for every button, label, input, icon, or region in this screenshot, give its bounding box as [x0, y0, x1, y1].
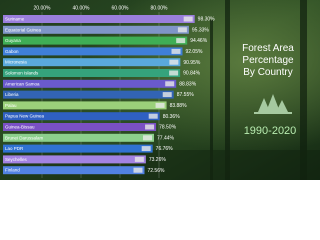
bar	[3, 144, 153, 153]
bar	[3, 123, 157, 131]
value-label: 72.56%	[147, 168, 165, 174]
bar	[3, 58, 181, 67]
x-tick-label: 40.00%	[73, 5, 91, 11]
flag	[143, 135, 153, 141]
flag	[176, 38, 186, 44]
category-label: Solomon Islands	[5, 70, 39, 75]
bar	[3, 166, 145, 175]
value-label: 95.33%	[192, 27, 210, 33]
flag	[165, 81, 175, 87]
bar	[3, 79, 177, 88]
value-label: 87.55%	[177, 92, 195, 98]
flag	[183, 16, 193, 22]
category-label: American Samoa	[5, 81, 40, 86]
x-tick-label: 60.00%	[112, 5, 130, 11]
category-label: Palau	[5, 103, 17, 108]
flag	[134, 156, 144, 162]
bar	[3, 69, 181, 77]
flag	[155, 102, 165, 108]
bar	[3, 25, 189, 34]
category-label: Seychelles	[5, 157, 28, 162]
flag	[133, 167, 143, 173]
flag	[145, 124, 155, 130]
category-label: Equatorial Guinea	[5, 27, 42, 32]
tree-silhouettes	[0, 0, 320, 180]
bar	[3, 133, 155, 142]
chart-title: Forest Area Percentage By Country	[242, 43, 294, 78]
category-label: Micronesia	[5, 60, 27, 65]
flag	[141, 146, 151, 152]
value-label: 76.76%	[156, 146, 174, 152]
bar	[3, 112, 160, 121]
flag	[171, 48, 181, 54]
flag	[148, 113, 158, 119]
category-label: Guinea-Bissau	[5, 124, 35, 129]
category-label: Lao PDR	[5, 146, 24, 151]
value-label: 94.46%	[190, 38, 208, 44]
subtitle: 1990-2020	[244, 125, 297, 137]
bar	[3, 15, 195, 23]
bar	[3, 47, 183, 56]
value-label: 92.05%	[185, 49, 203, 55]
bar	[3, 36, 188, 45]
value-label: 80.36%	[163, 114, 181, 120]
value-label: 90.95%	[183, 60, 201, 66]
value-label: 88.83%	[179, 81, 197, 87]
value-label: 78.50%	[159, 125, 177, 131]
value-label: 73.26%	[149, 157, 167, 163]
x-tick-label: 20.00%	[34, 5, 52, 11]
value-label: 83.88%	[170, 103, 188, 109]
category-label: Liberia	[5, 92, 19, 97]
chart: Forest Area Percentage By Country 1990-202…	[0, 0, 320, 180]
value-label: 98.30%	[198, 17, 216, 23]
category-label: Papua New Guinea	[5, 114, 45, 119]
value-label: 90.84%	[183, 71, 201, 77]
bar	[3, 101, 167, 110]
category-label: Finland	[5, 168, 20, 173]
category-label: Suriname	[5, 16, 25, 21]
category-label: Gabon	[5, 49, 19, 54]
bar	[3, 90, 174, 99]
category-label: Brunei Darussalam	[5, 135, 44, 140]
tree-icon	[254, 94, 292, 114]
flag	[169, 70, 179, 76]
flag	[162, 92, 172, 98]
x-tick-label: 80.00%	[151, 5, 169, 11]
flag	[169, 59, 179, 65]
category-label: Guyana	[5, 38, 21, 43]
flag	[177, 27, 187, 33]
value-label: 77.44%	[157, 135, 175, 141]
bar	[3, 155, 146, 164]
